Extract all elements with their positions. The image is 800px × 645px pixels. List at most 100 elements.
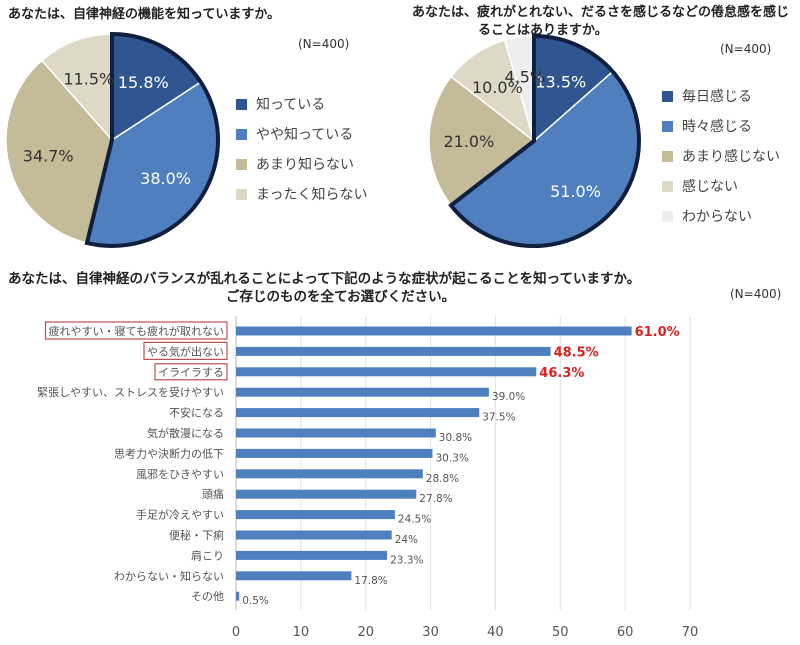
pie1-legend-swatch-1: [236, 128, 247, 140]
bar-x-tick-6: 60: [617, 625, 634, 640]
pie1-legend: 知っているやや知っている あまり知らない まったく知らない: [236, 89, 367, 209]
bar-category-label-4: 不安になる: [169, 406, 224, 420]
bar-category-label-11: 肩こり: [191, 548, 224, 562]
bar-value-label-11: 23.3%: [390, 554, 423, 566]
bar-value-label-6: 30.3%: [436, 452, 469, 464]
pie1-legend-label-3: まったく知らない: [256, 187, 368, 203]
bar-3: [236, 387, 489, 397]
pie1-value-label-2: 34.7%: [23, 147, 74, 166]
pie1-legend-swatch-0: [236, 98, 247, 110]
bar-value-label-0: 61.0%: [635, 325, 680, 340]
bar-category-highlight-box-0: [44, 321, 228, 340]
pie2-highlight-outline: [448, 33, 641, 248]
pie2-legend-swatch-4: [662, 210, 673, 222]
bar-x-tick-5: 50: [552, 625, 569, 640]
bar-11: [236, 550, 388, 560]
bar-x-tick-0: 0: [232, 625, 240, 640]
bar-5: [236, 428, 436, 438]
bar-9: [236, 510, 395, 520]
bar-x-tick-3: 30: [422, 625, 439, 640]
pie1-legend-item-1: やや知っている: [236, 119, 367, 149]
bar-value-label-12: 17.8%: [354, 575, 387, 587]
pie1-legend-item-2: あまり知らない: [236, 149, 367, 179]
bar-category-label-6: 思考力や決断力の低下: [114, 446, 224, 460]
pie1-legend-label-2: あまり知らない: [256, 157, 354, 173]
pie2-value-label-2: 21.0%: [443, 132, 494, 151]
pie1-legend-item-3: まったく知らない: [236, 179, 367, 209]
pie1-value-label-1: 38.0%: [140, 169, 191, 188]
pie2-legend-item-2: あまり感じない: [662, 141, 780, 171]
bar-value-label-13: 0.5%: [242, 595, 269, 607]
pie2-legend-swatch-2: [662, 150, 673, 162]
pie2-legend-item-4: わからない: [662, 201, 780, 231]
pie1-legend-label-0: 知っている: [256, 97, 326, 113]
pie2-value-label-1: 51.0%: [550, 182, 601, 201]
pie2-legend-label-1: 時々感じる: [682, 119, 752, 135]
pie2-slice-2: [428, 75, 536, 207]
pie2-legend-label-0: 毎日感じる: [682, 89, 752, 105]
bar-4: [236, 408, 480, 418]
pie2-legend-item-3: 感じない: [662, 171, 780, 201]
bar-6: [236, 448, 433, 458]
bar-value-label-10: 24%: [395, 534, 418, 546]
bar-8: [236, 489, 417, 499]
bar-x-tick-1: 10: [293, 625, 310, 640]
bar-sample-size: (N=400): [730, 287, 782, 301]
pie2-legend-item-0: 毎日感じる: [662, 81, 780, 111]
bar-category-label-5: 気が散漫になる: [147, 426, 224, 440]
pie1-value-label-0: 15.8%: [118, 73, 169, 92]
pie2-value-label-3: 10.0%: [472, 78, 523, 97]
bar-10: [236, 530, 392, 540]
bar-category-label-13: その他: [191, 590, 224, 603]
bar-category-label-10: 便秘・下痢: [169, 528, 224, 542]
pie1-legend-swatch-3: [236, 188, 247, 200]
bar-x-tick-4: 40: [487, 625, 504, 640]
bar-value-label-9: 24.5%: [398, 514, 431, 526]
bar-x-tick-7: 70: [682, 625, 699, 640]
bar-category-label-8: 頭痛: [202, 487, 224, 501]
bar-category-label-3: 緊張しやすい、ストレスを受けやすい: [37, 386, 224, 399]
bar-value-label-5: 30.8%: [439, 432, 472, 444]
bar-category-highlight-box-2: [154, 363, 228, 381]
pie2-legend-swatch-3: [662, 180, 673, 192]
bar-value-label-7: 28.8%: [426, 473, 459, 485]
pie2-legend: 毎日感じる時々感じるあまり感じない 感じないわからない: [662, 81, 780, 231]
bar-2: [236, 367, 537, 377]
pie1-legend-label-1: やや知っている: [256, 127, 354, 143]
bar-category-label-1: やる気が出ない: [147, 344, 224, 358]
bar-13: [236, 591, 240, 601]
pie2-title: あなたは、疲れがとれない、だるさを感じるなどの倦怠感を感じ ることはありますか。: [412, 4, 789, 40]
pie1-legend-item-0: 知っている: [236, 89, 367, 119]
bar-category-label-7: 風邪をひきやすい: [136, 468, 224, 481]
bar-value-label-1: 48.5%: [554, 345, 599, 360]
bar-title: あなたは、自律神経のバランスが乱れることによって下記のような症状が起こることを知…: [8, 270, 640, 306]
bar-category-highlight-box-1: [143, 341, 228, 360]
bar-category-label-9: 手足が冷えやすい: [136, 508, 224, 522]
pie1-highlight-outline: [84, 31, 220, 248]
bar-7: [236, 469, 423, 479]
bar-category-label-2: イライラする: [158, 366, 224, 379]
pie2-legend-swatch-0: [662, 90, 673, 102]
pie1-legend-swatch-2: [236, 158, 247, 170]
bar-category-label-12: わからない・知らない: [114, 569, 224, 583]
pie2-legend-item-1: 時々感じる: [662, 111, 780, 141]
bar-0: [236, 326, 632, 336]
pie2-legend-label-3: 感じない: [682, 179, 738, 195]
bar-1: [236, 346, 551, 356]
bar-12: [236, 571, 352, 581]
pie1-sample-size: (N=400): [298, 37, 350, 51]
bar-category-label-0: 疲れやすい・寝ても疲れが取れない: [49, 324, 224, 338]
pie1-value-label-3: 11.5%: [63, 70, 114, 89]
bar-value-label-3: 39.0%: [492, 391, 525, 403]
bar-value-label-2: 46.3%: [539, 366, 584, 381]
bar-title-line-1: あなたは、自律神経のバランスが乱れることによって下記のような症状が起こることを知…: [8, 271, 641, 287]
pie2-title-line-1: あなたは、疲れがとれない、だるさを感じるなどの倦怠感を感じ: [412, 5, 790, 20]
pie2-legend-label-2: あまり感じない: [682, 149, 780, 165]
pie2-legend-label-4: わからない: [682, 209, 752, 225]
bar-value-label-4: 37.5%: [482, 412, 515, 424]
pie1-slice-2: [5, 59, 113, 244]
pie2-title-line-2: ることはありますか。: [478, 23, 608, 38]
pie1-title: あなたは、自律神経の機能を知っていますか。: [8, 7, 281, 22]
pie2-value-label-0: 13.5%: [535, 73, 586, 92]
